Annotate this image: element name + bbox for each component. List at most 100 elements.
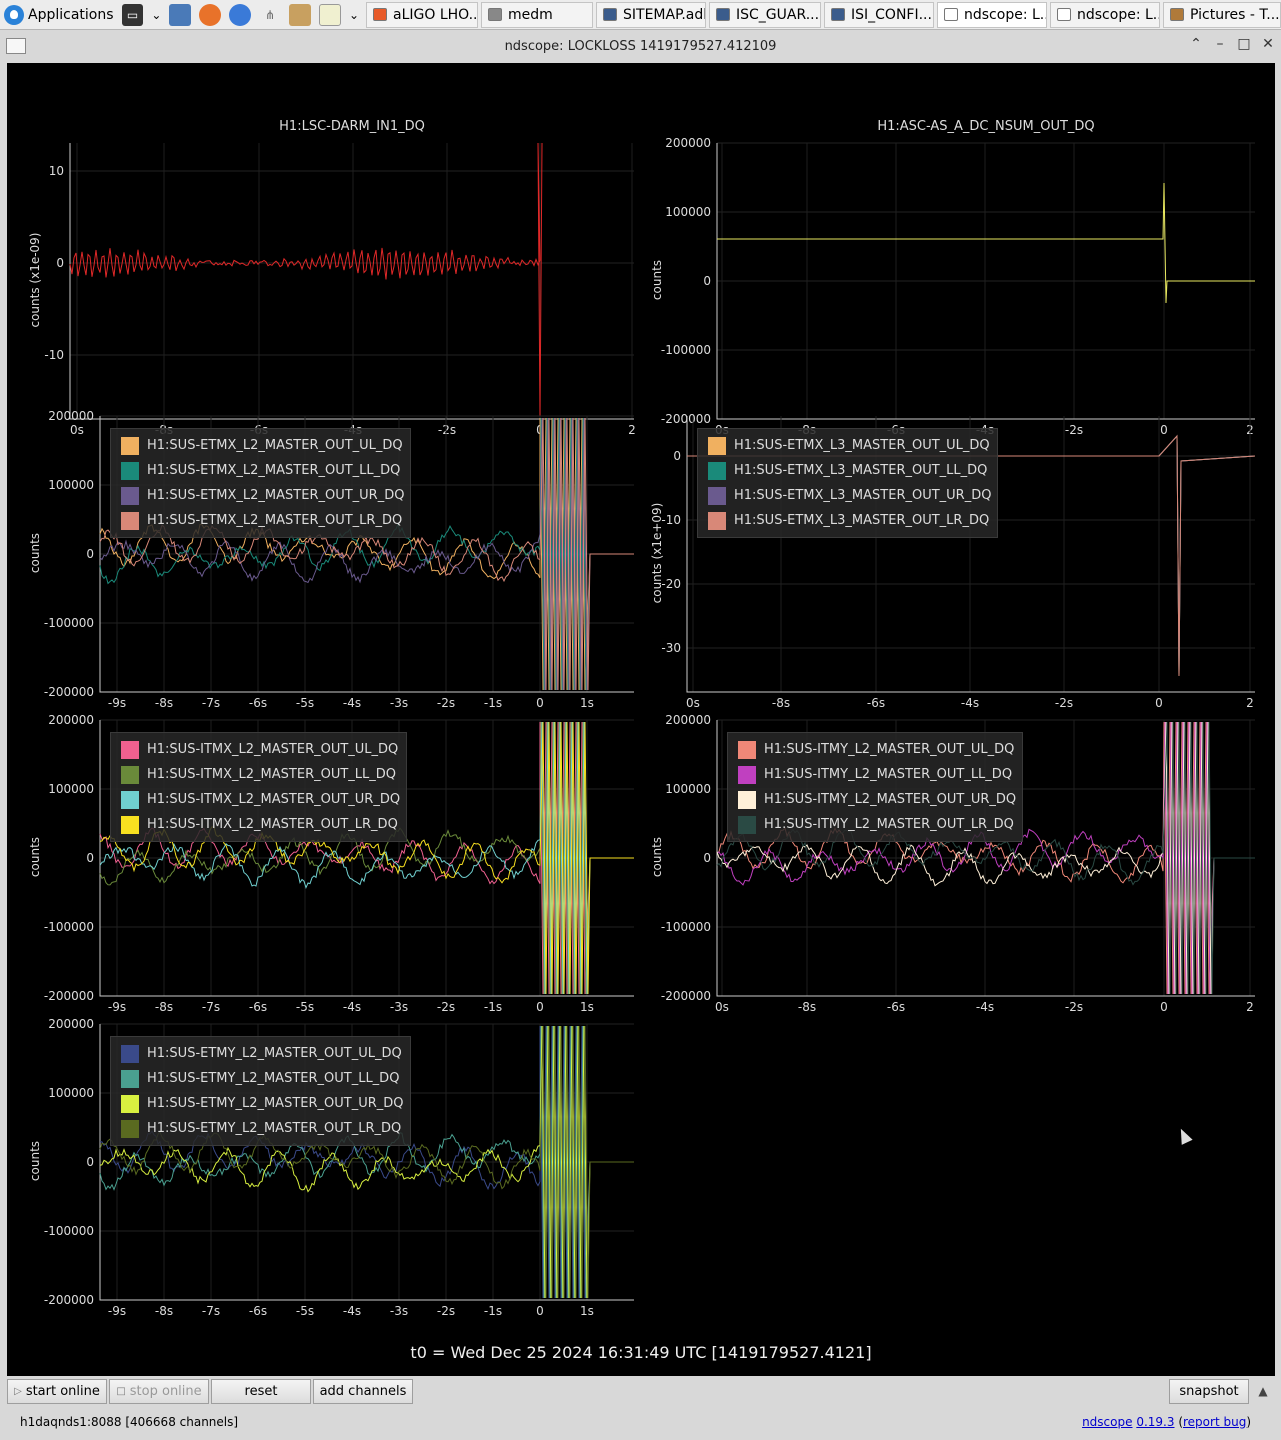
legend-item[interactable]: H1:SUS-ETMY_L2_MASTER_OUT_UR_DQ	[121, 1091, 404, 1116]
plot-panel[interactable]: 200000 100000 0 -100000 -200000 -9s -8s -7s -6s -…	[7, 713, 635, 1020]
reset-button[interactable]: reset	[211, 1378, 311, 1404]
series-trace	[99, 417, 634, 691]
plot-panel[interactable]: 200000 100000 0 -100000 -200000 -9s -8s -7s -6s -…	[7, 1017, 635, 1324]
x-tick-label: -6s	[249, 1304, 267, 1318]
plot-panel[interactable]: 200000 100000 0 -100000 -200000 -9s -8s -7s -6s -…	[7, 409, 635, 716]
legend-item[interactable]: H1:SUS-ETMX_L3_MASTER_OUT_UR_DQ	[708, 483, 991, 508]
firefox-icon[interactable]	[199, 3, 222, 26]
window-titlebar[interactable]: ndscope: LOCKLOSS 1419179527.412109 ⌃ – …	[0, 31, 1281, 61]
legend-item[interactable]: H1:SUS-ETMY_L2_MASTER_OUT_UL_DQ	[121, 1041, 404, 1066]
plot-legend[interactable]: H1:SUS-ITMY_L2_MASTER_OUT_UL_DQ H1:SUS-IT…	[727, 732, 1024, 842]
plot-legend[interactable]: H1:SUS-ETMX_L3_MASTER_OUT_UL_DQ H1:SUS-ET…	[697, 428, 999, 538]
chromium-icon[interactable]	[229, 3, 252, 26]
x-tick-label: -2s	[437, 696, 455, 710]
taskbar-window-button[interactable]: aLIGO LHO...	[366, 1, 478, 28]
x-tick-label: 1s	[580, 1000, 594, 1014]
shade-icon[interactable]: ⌃	[1190, 36, 1202, 52]
series-trace	[99, 721, 634, 995]
legend-item[interactable]: H1:SUS-ETMX_L2_MASTER_OUT_UR_DQ	[121, 483, 404, 508]
plot-legend[interactable]: H1:SUS-ETMY_L2_MASTER_OUT_UL_DQ H1:SUS-ET…	[110, 1036, 411, 1146]
plot-legend[interactable]: H1:SUS-ITMX_L2_MASTER_OUT_UL_DQ H1:SUS-IT…	[110, 732, 408, 842]
x-tick-label: 0	[536, 1304, 544, 1318]
taskbar-window-button[interactable]: medm	[481, 1, 593, 28]
legend-item[interactable]: H1:SUS-ETMX_L2_MASTER_OUT_LR_DQ	[121, 508, 404, 533]
legend-item[interactable]: H1:SUS-ETMX_L2_MASTER_OUT_UL_DQ	[121, 433, 404, 458]
expand-up-icon[interactable]: ▲	[1258, 1384, 1268, 1398]
y-tick-label: -100000	[661, 343, 711, 357]
legend-item[interactable]: H1:SUS-ITMX_L2_MASTER_OUT_UR_DQ	[121, 787, 400, 812]
reset-label: reset	[244, 1383, 278, 1399]
users-icon[interactable]	[289, 3, 312, 26]
legend-label: H1:SUS-ITMX_L2_MASTER_OUT_LR_DQ	[147, 817, 398, 832]
legend-item[interactable]: H1:SUS-ITMY_L2_MASTER_OUT_UR_DQ	[738, 787, 1016, 812]
y-axis-label: counts	[650, 259, 664, 301]
taskbar-window-button[interactable]: ndscope: L...	[937, 1, 1047, 28]
start-online-button[interactable]: ▷ start online	[7, 1378, 107, 1404]
window-app-icon	[603, 8, 617, 21]
maximize-icon[interactable]: □	[1237, 36, 1251, 52]
taskbar-window-button[interactable]: Pictures - T...	[1163, 1, 1281, 28]
legend-item[interactable]: H1:SUS-ITMX_L2_MASTER_OUT_LR_DQ	[121, 812, 400, 837]
y-tick-label: 0	[86, 851, 94, 865]
x-tick-label: -6s	[867, 696, 885, 710]
taskbar-window-label: SITEMAP.adl	[623, 6, 706, 23]
plot-panel[interactable]: 100-100s-8s-6s-4s-2s02H1:LSC-DARM_IN1_DQ…	[7, 113, 636, 437]
chevron-down-icon[interactable]: ⌄	[348, 7, 360, 22]
y-tick-label: 200000	[665, 136, 711, 150]
legend-item[interactable]: H1:SUS-ETMX_L3_MASTER_OUT_LR_DQ	[708, 508, 991, 533]
legend-label: H1:SUS-ETMY_L2_MASTER_OUT_UL_DQ	[147, 1046, 402, 1061]
folder-icon[interactable]	[169, 3, 192, 26]
report-bug-link[interactable]: report bug	[1183, 1415, 1247, 1429]
plot-area[interactable]: 10 0 -10 0s -8s -6s -4s -2s 0 2 H1:LSC-DARM_IN1_DQ…	[7, 63, 1275, 1376]
plot-axes	[69, 143, 634, 420]
y-tick-label: 200000	[48, 1017, 94, 1031]
snapshot-button[interactable]: snapshot	[1169, 1378, 1249, 1404]
legend-item[interactable]: H1:SUS-ETMX_L2_MASTER_OUT_LL_DQ	[121, 458, 404, 483]
add-channels-button[interactable]: add channels	[313, 1378, 413, 1404]
minimize-icon[interactable]: –	[1216, 36, 1224, 52]
window-app-icon	[1057, 8, 1071, 21]
legend-item[interactable]: H1:SUS-ETMX_L3_MASTER_OUT_UL_DQ	[708, 433, 991, 458]
close-icon[interactable]: ✕	[1262, 36, 1274, 52]
legend-item[interactable]: H1:SUS-ITMY_L2_MASTER_OUT_LR_DQ	[738, 812, 1016, 837]
legend-label: H1:SUS-ITMX_L2_MASTER_OUT_UR_DQ	[147, 792, 401, 807]
legend-item[interactable]: H1:SUS-ETMY_L2_MASTER_OUT_LL_DQ	[121, 1066, 404, 1091]
legend-item[interactable]: H1:SUS-ITMX_L2_MASTER_OUT_UL_DQ	[121, 737, 400, 762]
series-trace	[99, 721, 634, 995]
legend-item[interactable]: H1:SUS-ITMY_L2_MASTER_OUT_LL_DQ	[738, 762, 1016, 787]
y-tick-label: -200000	[44, 1293, 94, 1307]
terminal-icon[interactable]: ▭	[121, 3, 144, 26]
x-tick-label: -4s	[343, 1304, 361, 1318]
plot-panel[interactable]: 0 -10 -20 -30 0s -8s -6s -4s -2s 0 2 counts (x1e+09…	[639, 416, 1275, 716]
taskbar-window-button[interactable]: ISI_CONFI...	[824, 1, 934, 28]
stop-online-button[interactable]: □ stop online	[109, 1378, 209, 1404]
legend-item[interactable]: H1:SUS-ITMY_L2_MASTER_OUT_UL_DQ	[738, 737, 1016, 762]
legend-swatch	[708, 511, 726, 530]
taskbar-window-button[interactable]: ISC_GUAR...	[709, 1, 821, 28]
taskbar-window-button[interactable]: ndscope: L...	[1050, 1, 1160, 28]
plot-canvas[interactable]: 2000001000000-100000-2000000s-8s-6s-4s-2…	[639, 713, 1275, 1020]
plot-canvas[interactable]: 2000001000000-100000-2000000s-8s-6s-4s-2…	[639, 113, 1275, 437]
plot-canvas[interactable]: 200000 100000 0 -100000 -200000 -9s -8s -7s -6s -…	[7, 1017, 635, 1324]
series-trace	[716, 721, 1255, 995]
taskbar-window-button[interactable]: SITEMAP.adl	[596, 1, 706, 28]
plot-legend[interactable]: H1:SUS-ETMX_L2_MASTER_OUT_UL_DQ H1:SUS-ET…	[110, 428, 412, 538]
y-tick-label: -200000	[661, 989, 711, 1003]
share-icon[interactable]: ⋔	[265, 7, 276, 22]
plot-panel[interactable]: 2000001000000-100000-2000000s-8s-6s-4s-2…	[639, 113, 1275, 437]
legend-item[interactable]: H1:SUS-ITMX_L2_MASTER_OUT_LL_DQ	[121, 762, 400, 787]
text-editor-icon[interactable]	[319, 3, 341, 26]
series-trace	[99, 721, 634, 995]
legend-item[interactable]: H1:SUS-ETMX_L3_MASTER_OUT_LL_DQ	[708, 458, 991, 483]
legend-label: H1:SUS-ITMX_L2_MASTER_OUT_UL_DQ	[147, 742, 399, 757]
chevron-down-icon[interactable]: ⌄	[151, 7, 162, 22]
x-tick-label: 0	[1160, 423, 1168, 437]
version-link[interactable]: 0.19.3	[1136, 1415, 1175, 1429]
applications-menu-button[interactable]: Applications	[0, 0, 118, 30]
window-app-icon	[831, 8, 845, 21]
legend-item[interactable]: H1:SUS-ETMY_L2_MASTER_OUT_LR_DQ	[121, 1116, 404, 1141]
ndscope-link[interactable]: ndscope	[1082, 1415, 1133, 1429]
window-menu-icon[interactable]	[6, 38, 26, 54]
